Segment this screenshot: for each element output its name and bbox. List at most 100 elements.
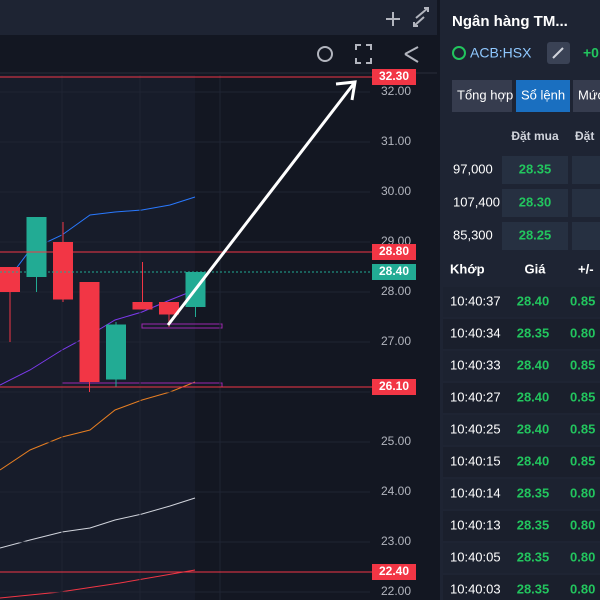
candle-body: [0, 267, 20, 292]
tab-label[interactable]: Sổ lệnh: [521, 87, 565, 102]
fullscreen-icon[interactable]: [355, 44, 372, 64]
trade-time: 10:40:34: [450, 325, 501, 340]
trade-time: 10:40:37: [450, 293, 501, 308]
y-tick-label: 28.00: [381, 284, 411, 298]
change: +0: [583, 45, 599, 61]
candle-body: [26, 217, 47, 277]
y-tick-label: 25.00: [381, 434, 411, 448]
y-tick-label: 30.00: [381, 184, 411, 198]
trade-change: 0.80: [570, 485, 595, 500]
trade-row: [443, 575, 600, 600]
arrow: [166, 80, 357, 326]
share-icon[interactable]: [404, 46, 419, 63]
trade-header: +/-: [578, 261, 594, 276]
panel-title: Ngân hàng TM...: [452, 13, 568, 30]
book-price-bg: [572, 222, 600, 250]
tab-label[interactable]: Tổng hợp: [457, 87, 513, 102]
status-icon: [452, 46, 466, 60]
trade-change: 0.80: [570, 549, 595, 564]
settings-icon[interactable]: [317, 46, 333, 62]
trade-time: 10:40:25: [450, 421, 501, 436]
price-tag-label: 28.80: [379, 244, 409, 258]
trade-row: [443, 287, 600, 317]
trade-time: 10:40:03: [450, 581, 501, 596]
tab[interactable]: [452, 80, 512, 112]
trade-row: [443, 351, 600, 381]
ma-red: [0, 569, 196, 599]
trade-change: 0.80: [570, 325, 595, 340]
trade-change: 0.80: [570, 517, 595, 532]
price-tag-label: 32.30: [379, 69, 409, 83]
tab[interactable]: [573, 80, 600, 112]
candle-body: [159, 302, 179, 315]
trade-price: 28.40: [517, 389, 550, 404]
trade-time: 10:40:33: [450, 357, 501, 372]
symbol: ACB:HSX: [470, 45, 532, 61]
trade-time: 10:40:27: [450, 389, 501, 404]
trade-time: 10:40:14: [450, 485, 501, 500]
trade-time: 10:40:13: [450, 517, 501, 532]
edit-icon: [552, 47, 564, 59]
book-volume: 85,300: [453, 227, 493, 242]
zone-box: [141, 323, 223, 329]
trade-price: 28.35: [517, 581, 550, 596]
trade-change: 0.80: [570, 581, 595, 596]
trade-row: [443, 511, 600, 541]
trade-row: [443, 479, 600, 509]
price-tag-label: 26.10: [379, 379, 409, 393]
price-tag-label: 22.40: [379, 564, 409, 578]
y-tick-label: 31.00: [381, 134, 411, 148]
price-tag-label: 28.40: [379, 264, 409, 278]
tab-label[interactable]: Mức giá: [578, 87, 600, 102]
price-tag: [372, 69, 416, 85]
trade-change: 0.85: [570, 389, 595, 404]
book-price-bg: [572, 156, 600, 184]
candle-body: [53, 242, 73, 300]
trade-price: 28.40: [517, 453, 550, 468]
candle-body: [106, 324, 126, 380]
trade-price: 28.40: [517, 293, 550, 308]
trade-price: 28.35: [517, 517, 550, 532]
trade-time: 10:40:05: [450, 549, 501, 564]
price-tag: [372, 379, 416, 395]
book-price-bg: [502, 189, 568, 217]
candle-body: [132, 302, 153, 310]
trade-header: Giá: [525, 261, 547, 276]
book-volume: 107,400: [453, 194, 500, 209]
trade-change: 0.85: [570, 357, 595, 372]
book-price: 28.35: [519, 161, 552, 176]
trade-price: 28.35: [517, 549, 550, 564]
trade-change: 0.85: [570, 453, 595, 468]
book-price: 28.25: [519, 227, 552, 242]
ma-white: [0, 497, 196, 549]
y-tick-label: 24.00: [381, 484, 411, 498]
trade-change: 0.85: [570, 421, 595, 436]
trade-price: 28.35: [517, 325, 550, 340]
expand-icon[interactable]: [413, 7, 429, 27]
trade-row: [443, 415, 600, 445]
y-tick-label: 23.00: [381, 534, 411, 548]
trade-change: 0.85: [570, 293, 595, 308]
book-header: Đặt: [575, 129, 594, 143]
book-price-bg: [502, 156, 568, 184]
ma-orange: [0, 381, 196, 471]
trade-header: Khớp: [450, 261, 485, 276]
toolbar: [0, 35, 437, 73]
trade-price: 28.40: [517, 421, 550, 436]
book-price: 28.30: [519, 194, 552, 209]
book-price-bg: [572, 189, 600, 217]
add-icon[interactable]: [386, 12, 400, 26]
book-header: Đặt mua: [511, 129, 559, 143]
trade-row: [443, 319, 600, 349]
trade-row: [443, 447, 600, 477]
tab[interactable]: [516, 80, 570, 112]
y-tick-label: 32.00: [381, 84, 411, 98]
trade-price: 28.35: [517, 485, 550, 500]
price-tag: [372, 564, 416, 580]
y-tick-label: 27.00: [381, 334, 411, 348]
y-tick-label: 22.00: [381, 584, 411, 598]
book-volume: 97,000: [453, 161, 493, 176]
trade-row: [443, 383, 600, 413]
trade-price: 28.40: [517, 357, 550, 372]
